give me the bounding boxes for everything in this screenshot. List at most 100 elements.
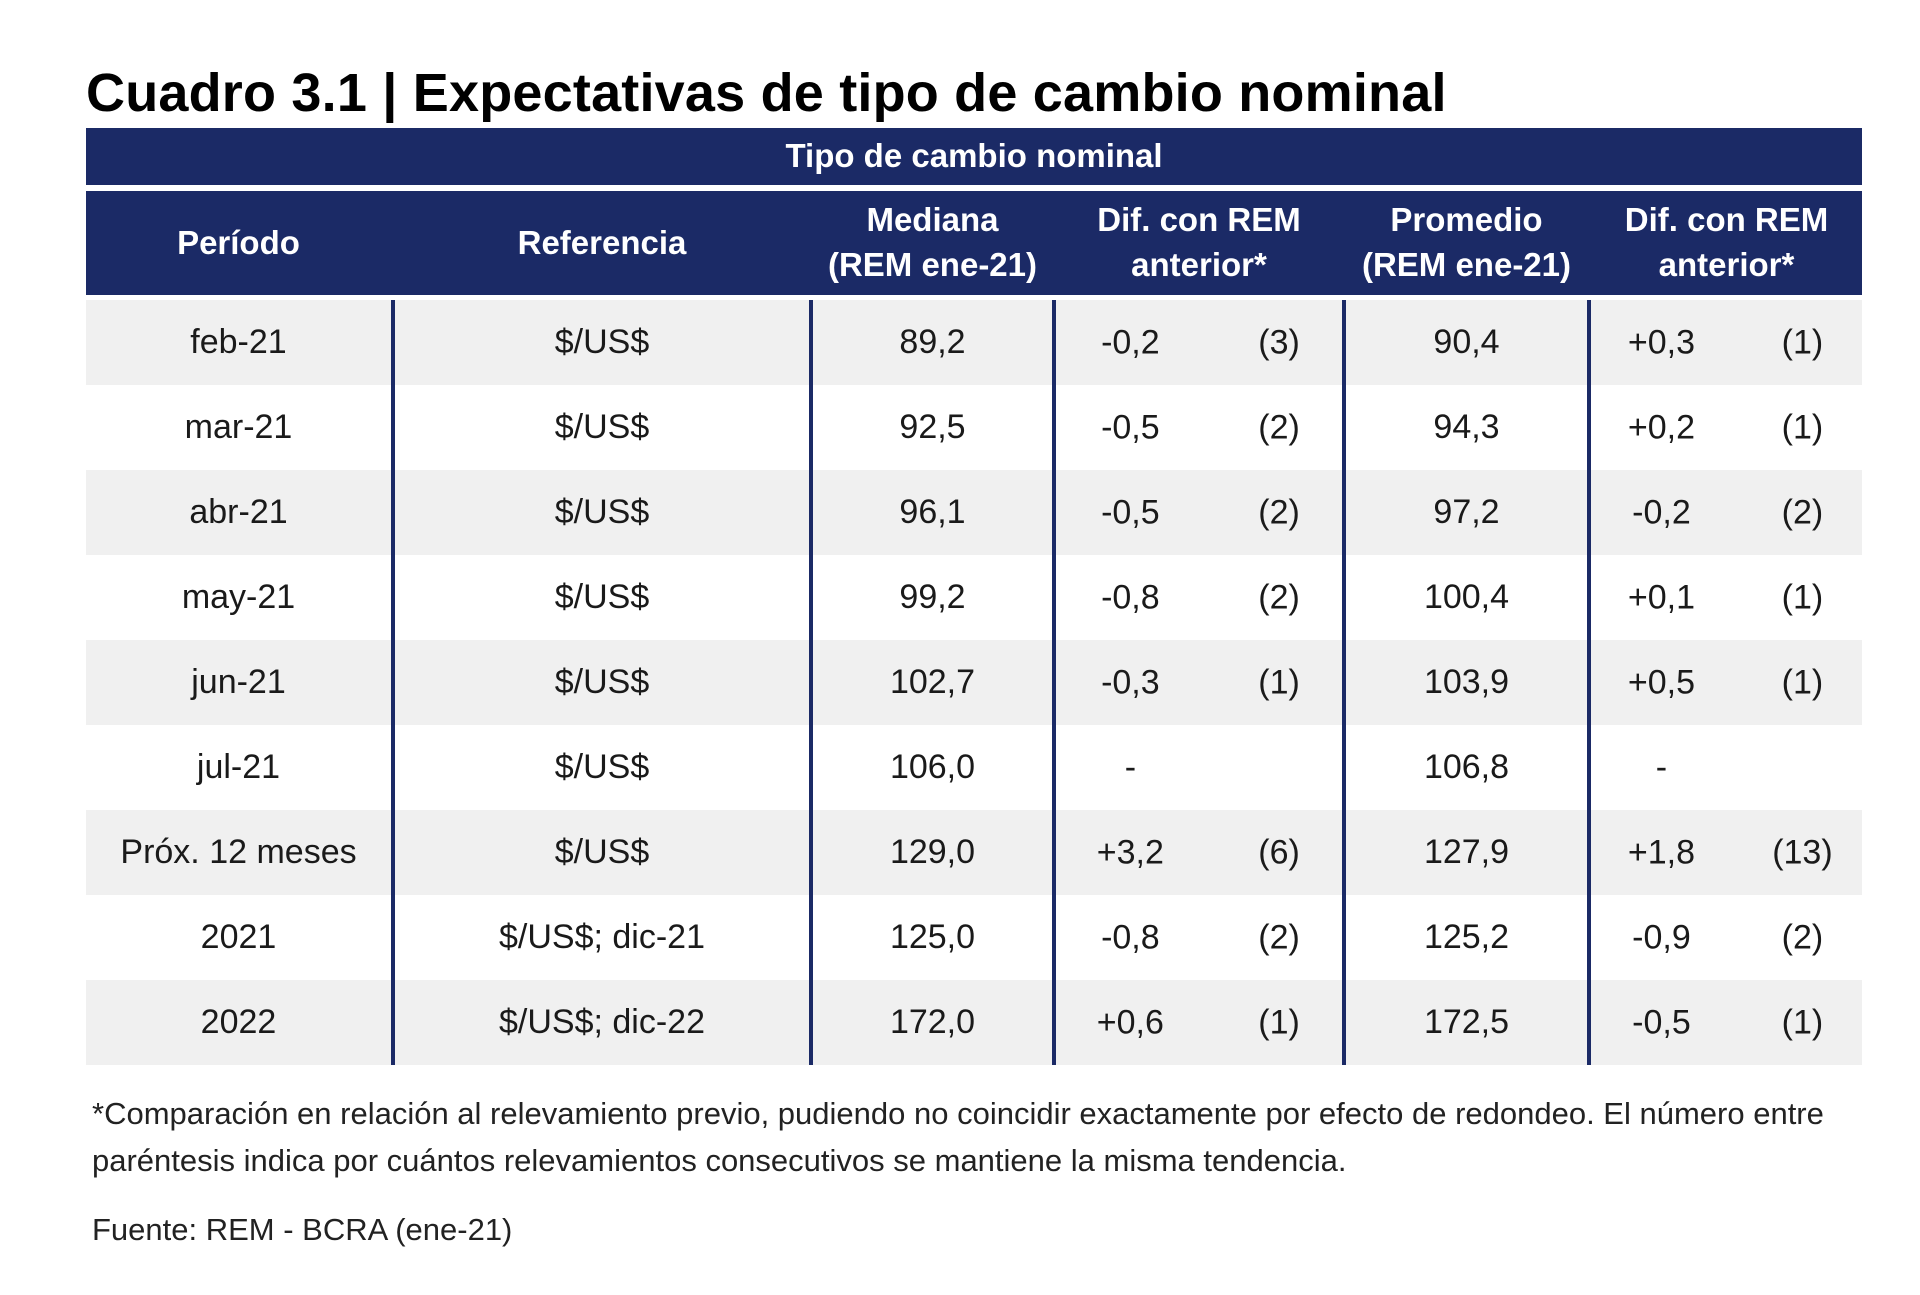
cell-periodo: Próx. 12 meses (86, 810, 393, 895)
cell-dif-promedio: +0,2 (1) (1586, 385, 1863, 470)
cell-promedio: 97,2 (1342, 470, 1589, 555)
cell-mediana: 129,0 (809, 810, 1054, 895)
trend-count: (13) (1772, 833, 1833, 871)
cell-dif-promedio: +0,5 (1) (1586, 640, 1863, 725)
dif-value: -0,5 (1101, 493, 1160, 531)
trend-count: (1) (1781, 663, 1824, 701)
cell-periodo: feb-21 (86, 297, 393, 385)
dif-value: +0,5 (1627, 663, 1696, 701)
cell-dif-mediana: +0,6 (1) (1052, 980, 1344, 1065)
cell-referencia: $/US$ (391, 555, 811, 640)
table-row: Próx. 12 meses $/US$ 129,0 +3,2 (6) 127,9… (86, 810, 1863, 895)
dif-value: - (1124, 748, 1137, 786)
cell-referencia: $/US$ (391, 640, 811, 725)
dif-value: +0,3 (1627, 323, 1696, 361)
trend-count: (6) (1258, 833, 1300, 871)
trend-count: (2) (1258, 918, 1300, 956)
col-header-dif-mediana: Dif. con REM anterior* (1052, 188, 1344, 300)
cell-dif-promedio: - (1586, 725, 1863, 810)
table-row: 2021 $/US$; dic-21 125,0 -0,8 (2) 125,2 -… (86, 895, 1863, 980)
dif-value: -0,2 (1632, 493, 1691, 531)
dif-value: -0,5 (1632, 1003, 1691, 1041)
dif-value: -0,5 (1101, 408, 1160, 446)
expectations-table: Tipo de cambio nominal Período Referenci… (86, 128, 1863, 1065)
dif-value: - (1655, 748, 1668, 786)
dif-value: +0,2 (1627, 408, 1696, 446)
table-body: feb-21 $/US$ 89,2 -0,2 (3) 90,4 +0,3 (1) m… (86, 297, 1863, 1065)
cell-periodo: jun-21 (86, 640, 393, 725)
cell-periodo: 2021 (200, 918, 277, 956)
trend-count: (1) (1781, 578, 1824, 616)
cell-referencia: $/US$ (391, 470, 811, 555)
cell-periodo: jul-21 (196, 748, 281, 786)
cell-periodo: may-21 (181, 578, 296, 616)
cell-referencia: $/US$ (391, 297, 811, 385)
cell-dif-mediana: -0,2 (3) (1052, 297, 1344, 385)
cell-mediana: 125,0 (809, 895, 1054, 980)
cell-dif-promedio: -0,9 (2) (1586, 895, 1863, 980)
cell-referencia: $/US$; dic-21 (391, 895, 811, 980)
cell-dif-promedio: +0,1 (1) (1586, 555, 1863, 640)
dif-value: +0,6 (1096, 1003, 1164, 1041)
col-header-periodo: Período (86, 188, 393, 300)
table-row: mar-21 $/US$ 92,5 -0,5 (2) 94,3 +0,2 (1) (86, 385, 1863, 470)
trend-count: (1) (1781, 1003, 1824, 1041)
trend-count: (3) (1258, 323, 1300, 361)
cell-dif-promedio: +1,8 (13) (1586, 810, 1863, 895)
table-row: feb-21 $/US$ 89,2 -0,2 (3) 90,4 +0,3 (1) (86, 297, 1863, 385)
cell-referencia: $/US$ (391, 385, 811, 470)
dif-value: -0,8 (1101, 578, 1160, 616)
cell-dif-mediana: - (1052, 725, 1344, 810)
cell-dif-promedio: +0,3 (1) (1586, 297, 1863, 385)
dif-value: +3,2 (1096, 833, 1164, 871)
col-header-mediana: Mediana (REM ene-21) (809, 188, 1054, 300)
expectations-table-container: Tipo de cambio nominal Período Referenci… (86, 128, 1863, 1065)
cell-mediana: 99,2 (809, 555, 1054, 640)
cell-dif-promedio: -0,5 (1) (1586, 980, 1863, 1065)
table-row: 2022 $/US$; dic-22 172,0 +0,6 (1) 172,5 -… (86, 980, 1863, 1065)
cell-dif-mediana: -0,8 (2) (1052, 895, 1344, 980)
cell-promedio: 172,5 (1342, 980, 1589, 1065)
cell-promedio: 90,4 (1342, 297, 1589, 385)
cell-referencia: $/US$ (391, 725, 811, 810)
table-super-header: Tipo de cambio nominal (86, 128, 1863, 191)
cell-promedio: 125,2 (1342, 895, 1589, 980)
source-note: Fuente: REM - BCRA (ene-21) (92, 1212, 513, 1247)
cell-promedio: 103,9 (1342, 640, 1589, 725)
cell-mediana: 92,5 (809, 385, 1054, 470)
dif-value: -0,2 (1101, 323, 1160, 361)
cell-referencia: $/US$ (391, 810, 811, 895)
cell-periodo: mar-21 (184, 408, 293, 446)
cell-referencia: $/US$; dic-22 (391, 980, 811, 1065)
table-row: jul-21 $/US$ 106,0 - 106,8 - (86, 725, 1863, 810)
trend-count: (1) (1258, 1003, 1300, 1041)
trend-count: (1) (1781, 408, 1824, 446)
table-title: Cuadro 3.1 | Expectativas de tipo de cam… (86, 63, 1447, 123)
cell-promedio: 106,8 (1342, 725, 1589, 810)
trend-count: (1) (1781, 323, 1824, 361)
trend-count: (2) (1258, 408, 1300, 446)
cell-mediana: 89,2 (809, 297, 1054, 385)
dif-value: -0,8 (1101, 918, 1160, 956)
trend-count: (1) (1258, 663, 1300, 701)
trend-count: (2) (1258, 578, 1300, 616)
dif-value: -0,9 (1632, 918, 1691, 956)
cell-dif-mediana: -0,5 (2) (1052, 385, 1344, 470)
col-header-promedio: Promedio (REM ene-21) (1342, 188, 1589, 300)
cell-mediana: 106,0 (809, 725, 1054, 810)
cell-periodo: abr-21 (86, 470, 393, 555)
cell-dif-promedio: -0,2 (2) (1586, 470, 1863, 555)
table-row: abr-21 $/US$ 96,1 -0,5 (2) 97,2 -0,2 (2) (86, 470, 1863, 555)
cell-dif-mediana: +3,2 (6) (1052, 810, 1344, 895)
cell-dif-mediana: -0,5 (2) (1052, 470, 1344, 555)
cell-promedio: 94,3 (1342, 385, 1589, 470)
cell-promedio: 127,9 (1342, 810, 1589, 895)
dif-value: -0,3 (1101, 663, 1160, 701)
cell-promedio: 100,4 (1342, 555, 1589, 640)
cell-dif-mediana: -0,8 (2) (1052, 555, 1344, 640)
cell-mediana: 96,1 (809, 470, 1054, 555)
col-header-referencia: Referencia (391, 188, 811, 300)
dif-value: +0,1 (1627, 578, 1696, 616)
cell-dif-mediana: -0,3 (1) (1052, 640, 1344, 725)
table-footnote: *Comparación en relación al relevamiento… (92, 1096, 1824, 1178)
